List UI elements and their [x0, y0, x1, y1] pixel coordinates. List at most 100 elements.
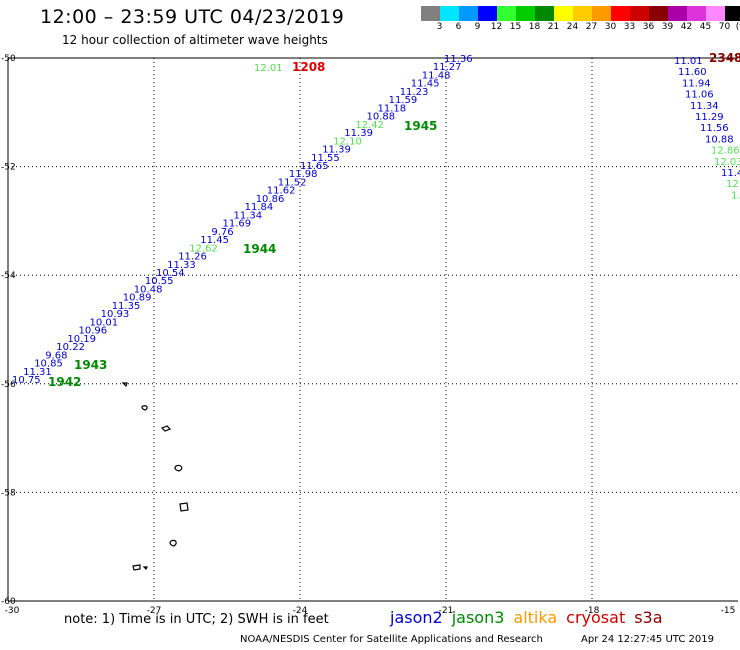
wave-height-value: 10.93 [101, 309, 130, 320]
colorbar-swatch [497, 6, 516, 21]
wave-height-value: 11.35 [112, 301, 141, 312]
wave-height-value: 9.76 [211, 227, 233, 238]
lon-tick-label: -21 [439, 606, 454, 616]
colorbar-swatch [573, 6, 592, 21]
wave-height-value: 10.55 [145, 276, 174, 287]
colorbar-label: 45 [699, 22, 712, 32]
wave-height-value: 10.48 [134, 285, 163, 296]
wave-height-value: 10.86 [256, 194, 285, 205]
wave-height-value: 11.56 [700, 123, 729, 134]
lat-tick-label: -52 [1, 163, 16, 173]
wave-height-value: 12.10 [333, 136, 362, 147]
colorbar-swatch [440, 6, 459, 21]
colorbar-swatch [478, 6, 497, 21]
colorbar-swatch [706, 6, 725, 21]
wave-height-value: 10.01 [90, 317, 119, 328]
wave-height-value: 10.19 [67, 334, 96, 345]
wave-height-value: 11.31 [23, 367, 52, 378]
map-grid [8, 58, 738, 601]
wave-height-value: 11.48 [422, 71, 451, 82]
wave-height-value: 10.96 [79, 326, 108, 337]
island-outline [132, 564, 141, 571]
wave-height-value: 11.26 [178, 252, 207, 263]
colorbar-label: 27 [585, 22, 598, 32]
wave-height-value: 11.62 [267, 186, 296, 197]
wave-height-colorbar [421, 6, 740, 21]
wave-height-value: 9.68 [45, 350, 67, 361]
lon-tick-label: -27 [147, 606, 162, 616]
colorbar-label: 9 [474, 22, 481, 32]
colorbar-label: 33 [623, 22, 636, 32]
legend-s3a: s3a [634, 608, 663, 627]
wave-height-value: 12.42 [355, 120, 384, 131]
wave-height-value: 11.45 [200, 235, 229, 246]
wave-height-value: 11.4 [721, 168, 740, 179]
wave-height-value: 11.69 [223, 219, 252, 230]
wave-height-value: 11.60 [678, 67, 707, 78]
wave-height-value: 10.75 [12, 375, 41, 386]
colorbar-swatch [554, 6, 573, 21]
wave-height-value: 12.86 [711, 146, 740, 157]
wave-height-value: 11.34 [690, 101, 719, 112]
wave-height-value: 11.55 [311, 153, 340, 164]
colorbar-label: 15 [509, 22, 522, 32]
island-outline [142, 566, 148, 571]
wave-height-value: 11.36 [444, 54, 473, 65]
wave-height-value: 11.06 [685, 90, 714, 101]
colorbar-label: 12 [490, 22, 503, 32]
colorbar-label: 36 [642, 22, 655, 32]
colorbar-label: 24 [566, 22, 579, 32]
lat-tick-label: -60 [1, 597, 16, 607]
colorbar-swatch [592, 6, 611, 21]
wave-height-value: 11.39 [322, 145, 351, 156]
wave-height-value: 12.62 [189, 243, 218, 254]
wave-height-value: 12. [726, 179, 740, 190]
wave-height-value: 10.54 [156, 268, 185, 279]
wave-height-value: 11.27 [433, 62, 462, 73]
wave-height-value: 11.45 [411, 79, 440, 90]
island-outline [141, 405, 148, 411]
wave-height-value: 11.52 [278, 178, 307, 189]
footer-credit: NOAA/NESDIS Center for Satellite Applica… [240, 634, 543, 645]
footer-timestamp: Apr 24 12:27:45 UTC 2019 [581, 634, 714, 645]
colorbar-label: 18 [528, 22, 541, 32]
page-title: 12:00 – 23:59 UTC 04/23/2019 [40, 6, 345, 28]
colorbar-label: 21 [547, 22, 560, 32]
pass-time-label: 1943 [74, 358, 107, 372]
legend-altika: altika [513, 608, 558, 627]
lat-tick-label: -58 [1, 488, 16, 498]
island-outline [160, 425, 172, 432]
wave-height-value: 11.23 [400, 87, 429, 98]
colorbar-swatch [630, 6, 649, 21]
wave-height-value: 11.39 [344, 128, 373, 139]
colorbar-label: 39 [661, 22, 674, 32]
colorbar-label: 6 [455, 22, 462, 32]
colorbar-label: 70 [718, 22, 731, 32]
colorbar-unit-label: (ft) [735, 22, 740, 32]
lon-tick-label: -24 [293, 606, 308, 616]
track-east-values: 11.0111.6011.9411.0611.3411.2911.5610.88… [674, 56, 740, 201]
pass-time-label: 2348 [709, 51, 740, 65]
island-outline [169, 539, 177, 547]
wave-height-value: 12.03 [714, 157, 740, 168]
lon-tick-label: -18 [585, 606, 600, 616]
colorbar-swatch [668, 6, 687, 21]
satellite-legend: jason2 jason3 altika cryosat s3a [390, 608, 672, 627]
colorbar-swatch [516, 6, 535, 21]
colorbar-swatch [421, 6, 440, 21]
wave-height-value: 10.88 [705, 134, 734, 145]
wave-height-value: 1. [731, 190, 740, 201]
pass-time-labels: 1942 1943 1944 1945 1208 2348 12.01 [48, 51, 740, 389]
wave-height-value: 11.84 [245, 202, 274, 213]
colorbar-swatch [535, 6, 554, 21]
pass-time-label: 1945 [404, 119, 437, 133]
colorbar-swatch [611, 6, 630, 21]
island-outlines [121, 382, 189, 571]
lat-tick-label: -50 [1, 54, 16, 64]
colorbar-label: 30 [604, 22, 617, 32]
wave-height-value: 10.22 [56, 342, 85, 353]
wave-height-value: 11.59 [389, 95, 418, 106]
pass-time-label: 1944 [243, 242, 276, 256]
